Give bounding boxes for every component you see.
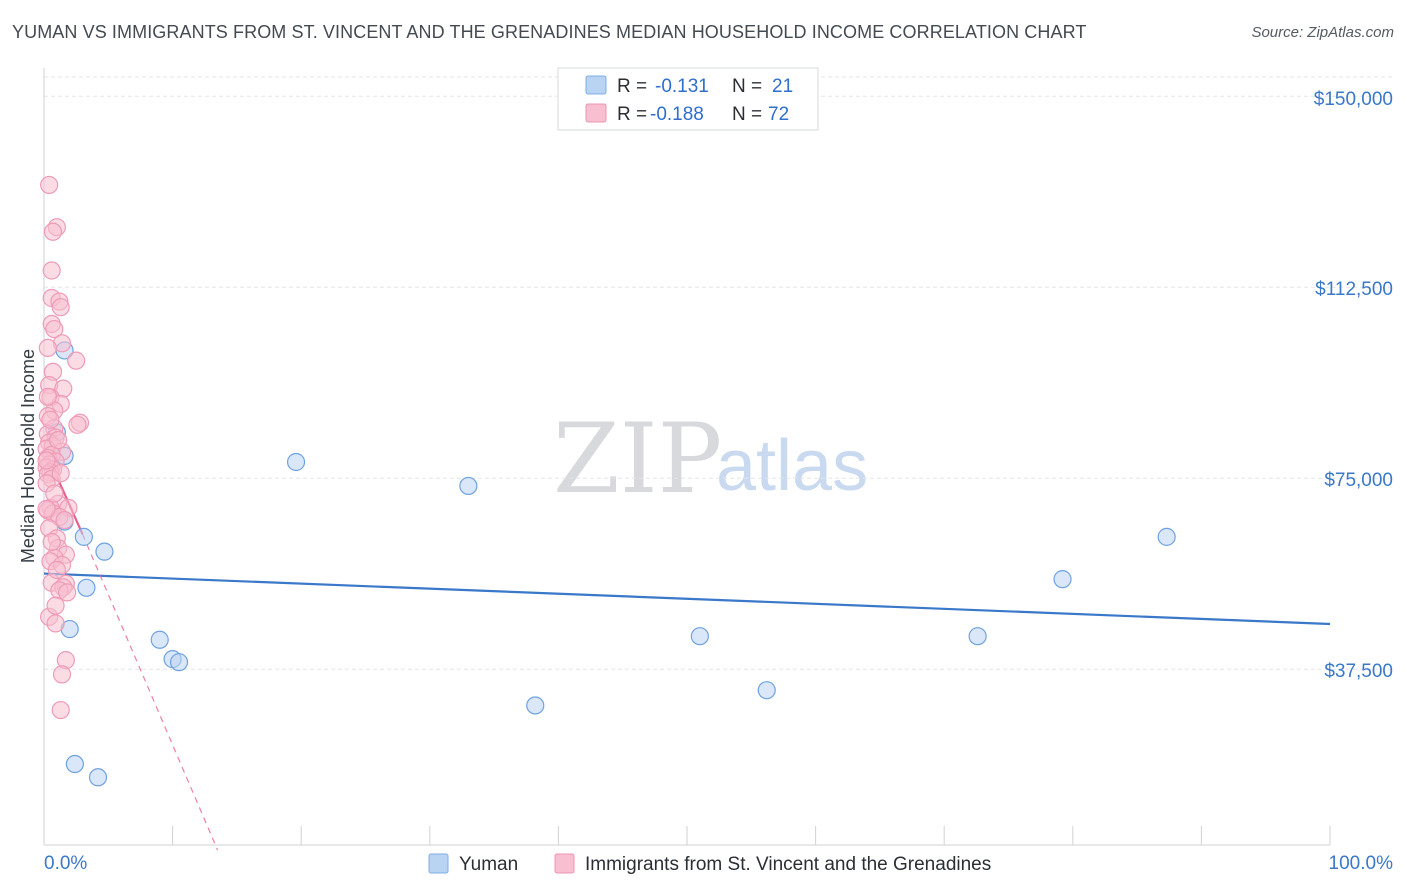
- trend-line-yuman: [43, 572, 1331, 626]
- legend-swatch-immigrants: [585, 103, 607, 123]
- y-axis-label: Median Household Income: [18, 349, 38, 563]
- point-immigrants-67: [49, 431, 68, 450]
- data-points: [37, 175, 1176, 787]
- point-immigrants-58: [46, 614, 65, 633]
- point-immigrants-11: [67, 351, 86, 370]
- point-yuman-17: [968, 627, 987, 646]
- legend-n-value-yuman: 21: [772, 76, 793, 97]
- trend-line-immigrants-dashed: [82, 534, 219, 851]
- series-legend-label-yuman: Yuman: [459, 854, 518, 875]
- point-yuman-11: [88, 768, 108, 787]
- point-immigrants-3: [42, 261, 61, 280]
- legend-r-label-yuman: R =: [617, 76, 647, 97]
- legend-r-value-immigrants: -0.188: [650, 104, 704, 125]
- point-immigrants-70: [37, 451, 56, 470]
- y-tick-label-37500: $37,500: [1324, 661, 1393, 682]
- point-immigrants-10: [38, 338, 57, 358]
- point-immigrants-62: [37, 499, 56, 518]
- point-immigrants-2: [43, 222, 63, 241]
- point-yuman-13: [459, 476, 478, 496]
- point-immigrants-63: [45, 484, 64, 503]
- x-tick-label-min: 0.0%: [44, 853, 87, 874]
- point-immigrants-0: [40, 175, 59, 195]
- point-immigrants-56: [58, 583, 77, 602]
- point-yuman-7: [150, 630, 169, 649]
- watermark-atlas: atlas: [716, 426, 868, 506]
- point-immigrants-64: [47, 560, 66, 580]
- x-tick-label-max: 100.0%: [1329, 853, 1394, 874]
- legend-n-value-immigrants: 72: [768, 104, 789, 125]
- legend-r-value-yuman: -0.131: [655, 76, 709, 97]
- point-immigrants-69: [46, 596, 65, 615]
- point-yuman-10: [65, 754, 84, 774]
- point-immigrants-66: [38, 387, 57, 406]
- axes: [43, 68, 1331, 846]
- source-note: Source: ZipAtlas.com: [1251, 24, 1394, 41]
- point-immigrants-8: [45, 319, 64, 339]
- point-yuman-12: [286, 452, 306, 472]
- point-immigrants-68: [42, 532, 61, 552]
- point-yuman-18: [1053, 570, 1072, 589]
- legend-n-label-yuman: N =: [732, 76, 762, 97]
- point-yuman-16: [757, 681, 776, 700]
- point-yuman-2: [74, 527, 93, 546]
- point-immigrants-65: [41, 410, 60, 429]
- point-immigrants-60: [52, 665, 72, 684]
- series-legend-label-immigrants: Immigrants from St. Vincent and the Gren…: [585, 854, 991, 875]
- point-yuman-19: [1157, 527, 1176, 546]
- watermark-zip: ZIP: [553, 403, 722, 515]
- legend-swatch-yuman: [585, 75, 607, 95]
- y-tick-label-112500: $112,500: [1315, 279, 1393, 300]
- chart-title: YUMAN VS IMMIGRANTS FROM ST. VINCENT AND…: [12, 22, 1087, 42]
- point-yuman-14: [526, 696, 545, 715]
- point-yuman-15: [690, 627, 709, 646]
- point-yuman-9: [169, 653, 189, 672]
- series-legend-swatch-yuman: [428, 853, 449, 874]
- point-yuman-4: [77, 578, 96, 597]
- legend-n-label-immigrants: N =: [732, 104, 762, 125]
- point-immigrants-44: [55, 510, 74, 530]
- point-immigrants-6: [51, 298, 70, 317]
- series-legend-swatch-immigrants: [554, 853, 575, 874]
- point-immigrants-71: [51, 464, 70, 483]
- point-immigrants-20: [68, 415, 87, 434]
- point-yuman-3: [95, 542, 114, 561]
- y-tick-label-75000: $75,000: [1324, 470, 1393, 491]
- legend-r-label-immigrants: R =: [617, 104, 647, 125]
- series-legend: Yuman Immigrants from St. Vincent and th…: [428, 853, 991, 875]
- point-immigrants-61: [51, 700, 70, 720]
- stats-legend: R = -0.131 N = 21 R = -0.188 N = 72: [557, 67, 819, 131]
- y-tick-label-150000: $150,000: [1314, 89, 1393, 110]
